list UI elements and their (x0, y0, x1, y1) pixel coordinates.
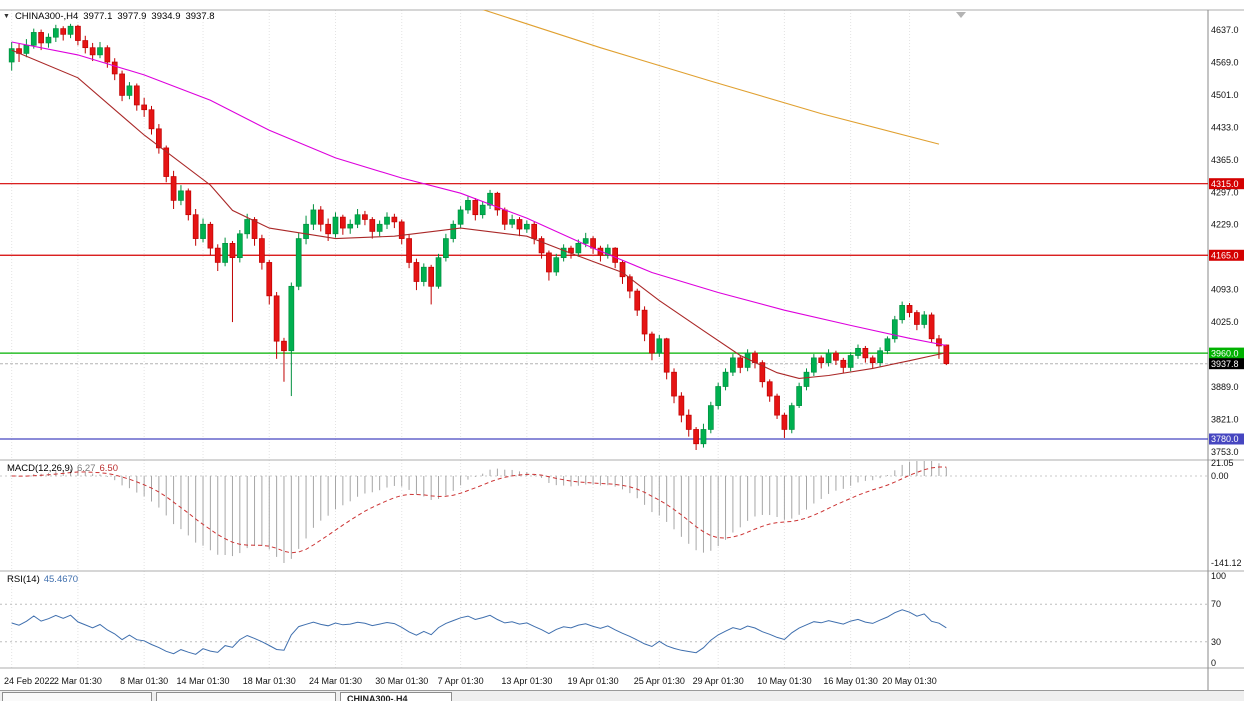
price-tick-label: 4365.0 (1211, 155, 1239, 165)
date-label: 25 Apr 01:30 (634, 676, 685, 686)
price-tick-label: 4229.0 (1211, 220, 1239, 230)
macd-main-value: 6.27 (77, 463, 96, 474)
chart-shift-marker-icon[interactable] (956, 12, 966, 18)
price-tick-label: 4433.0 (1211, 122, 1239, 132)
price-tag-label: 4315.0 (1211, 179, 1239, 189)
rsi-value: 45.4670 (43, 574, 79, 585)
date-label: 24 Feb 2022 (4, 676, 55, 686)
date-label: 2 Mar 01:30 (54, 676, 102, 686)
rsi-line (11, 609, 947, 655)
macd-name: MACD(12,26,9) (7, 463, 73, 474)
chart-tab-bar: CHINA300-,H4 (0, 690, 1244, 701)
date-label: 20 May 01:30 (882, 676, 937, 686)
ma-fast-darkred (11, 49, 947, 379)
macd-tick-label: 21.05 (1211, 458, 1234, 468)
date-label: 14 Mar 01:30 (177, 676, 230, 686)
date-label: 18 Mar 01:30 (243, 676, 296, 686)
ma-slow-magenta (11, 41, 947, 347)
price-tick-label: 4297.0 (1211, 187, 1239, 197)
candlestick-series (8, 23, 950, 450)
moving-averages (11, 10, 947, 379)
rsi-label: RSI(14) 45.4670 (7, 574, 78, 585)
date-label: 10 May 01:30 (757, 676, 812, 686)
ma-long-orange (482, 10, 940, 145)
price-tick-label: 3889.0 (1211, 382, 1239, 392)
ohlc-open: 3977.1 (83, 11, 113, 22)
macd-tick-label: 0.00 (1211, 471, 1229, 481)
price-tag (1209, 249, 1244, 261)
date-label: 8 Mar 01:30 (120, 676, 168, 686)
price-tick-label: 4025.0 (1211, 317, 1239, 327)
panel-frames (0, 9, 1244, 690)
price-tag-label: 3960.0 (1211, 348, 1239, 358)
time-axis: 24 Feb 2022 2 Mar 01:30 8 Mar 01:30 14 Mar … (4, 676, 937, 686)
price-tick-label: 4093.0 (1211, 285, 1239, 295)
chart-tab-2[interactable] (156, 692, 336, 701)
rsi-tick-label: 100 (1211, 571, 1226, 581)
rsi-tick-label: 0 (1211, 658, 1216, 668)
rsi-tick-label: 30 (1211, 637, 1221, 647)
price-tag-label: 3937.8 (1211, 359, 1239, 369)
symbol-timeframe: CHINA300-,H4 (14, 11, 79, 22)
rsi-indicator (0, 603, 1208, 655)
price-tag (1209, 433, 1244, 445)
chart-tab-active[interactable]: CHINA300-,H4 (340, 692, 452, 701)
price-tick-label: 3753.0 (1211, 447, 1239, 457)
price-tick-label: 4637.0 (1211, 25, 1239, 35)
ohlc-high: 3977.9 (117, 11, 147, 22)
date-label: 7 Apr 01:30 (438, 676, 484, 686)
macd-tick-label: -141.12 (1211, 558, 1242, 568)
date-label: 19 Apr 01:30 (568, 676, 619, 686)
macd-signal-value: 6.50 (99, 463, 119, 474)
rsi-name: RSI(14) (7, 574, 40, 585)
price-tag-label: 4165.0 (1211, 250, 1239, 260)
date-label: 29 Apr 01:30 (693, 676, 744, 686)
price-tag (1209, 347, 1244, 359)
price-tag (1209, 178, 1244, 190)
macd-signal-line (11, 466, 947, 554)
date-label: 30 Mar 01:30 (375, 676, 428, 686)
price-tick-label: 4501.0 (1211, 90, 1239, 100)
chart-tab-1[interactable] (2, 692, 152, 701)
macd-indicator (0, 461, 1208, 563)
price-tag-label: 3780.0 (1211, 434, 1239, 444)
collapse-arrow-icon[interactable]: ▼ (3, 13, 10, 20)
price-tick-label: 4569.0 (1211, 57, 1239, 67)
date-label: 24 Mar 01:30 (309, 676, 362, 686)
horizontal-levels (0, 183, 1208, 440)
date-label: 13 Apr 01:30 (501, 676, 552, 686)
symbol-info-bar: ▼ CHINA300-,H4 3977.1 3977.9 3934.9 3937… (3, 11, 215, 22)
price-axis: 4637.0 4569.0 4501.0 4433.0 4365.0 4297.0 4229… (1209, 25, 1244, 668)
chart-tab-label: CHINA300-,H4 (347, 694, 408, 701)
ohlc-low: 3934.9 (151, 11, 181, 22)
ohlc-close: 3937.8 (185, 11, 215, 22)
macd-label: MACD(12,26,9) 6.27 6.50 (7, 463, 118, 474)
price-tag (1209, 358, 1244, 370)
price-tick-label: 3821.0 (1211, 414, 1239, 424)
date-label: 16 May 01:30 (823, 676, 878, 686)
rsi-tick-label: 70 (1211, 599, 1221, 609)
